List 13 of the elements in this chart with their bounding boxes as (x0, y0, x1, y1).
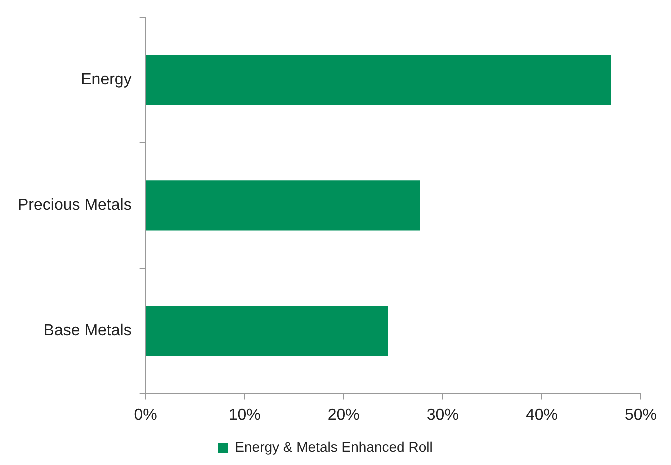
y-tick-label: Energy (81, 72, 132, 89)
bar (146, 180, 420, 231)
y-tick-label: Base Metals (44, 322, 132, 340)
x-tick-label: 40% (526, 406, 558, 424)
x-tick-label: 20% (328, 406, 360, 424)
x-tick-label: 0% (134, 406, 158, 424)
y-tick-label: Precious Metals (18, 197, 132, 214)
legend-label: Energy & Metals Enhanced Roll (235, 438, 433, 455)
bar (146, 306, 388, 356)
bar (146, 55, 612, 106)
x-tick-label: 30% (426, 406, 459, 424)
x-tick-label: 10% (228, 406, 261, 424)
x-tick-label: 50% (624, 406, 658, 424)
